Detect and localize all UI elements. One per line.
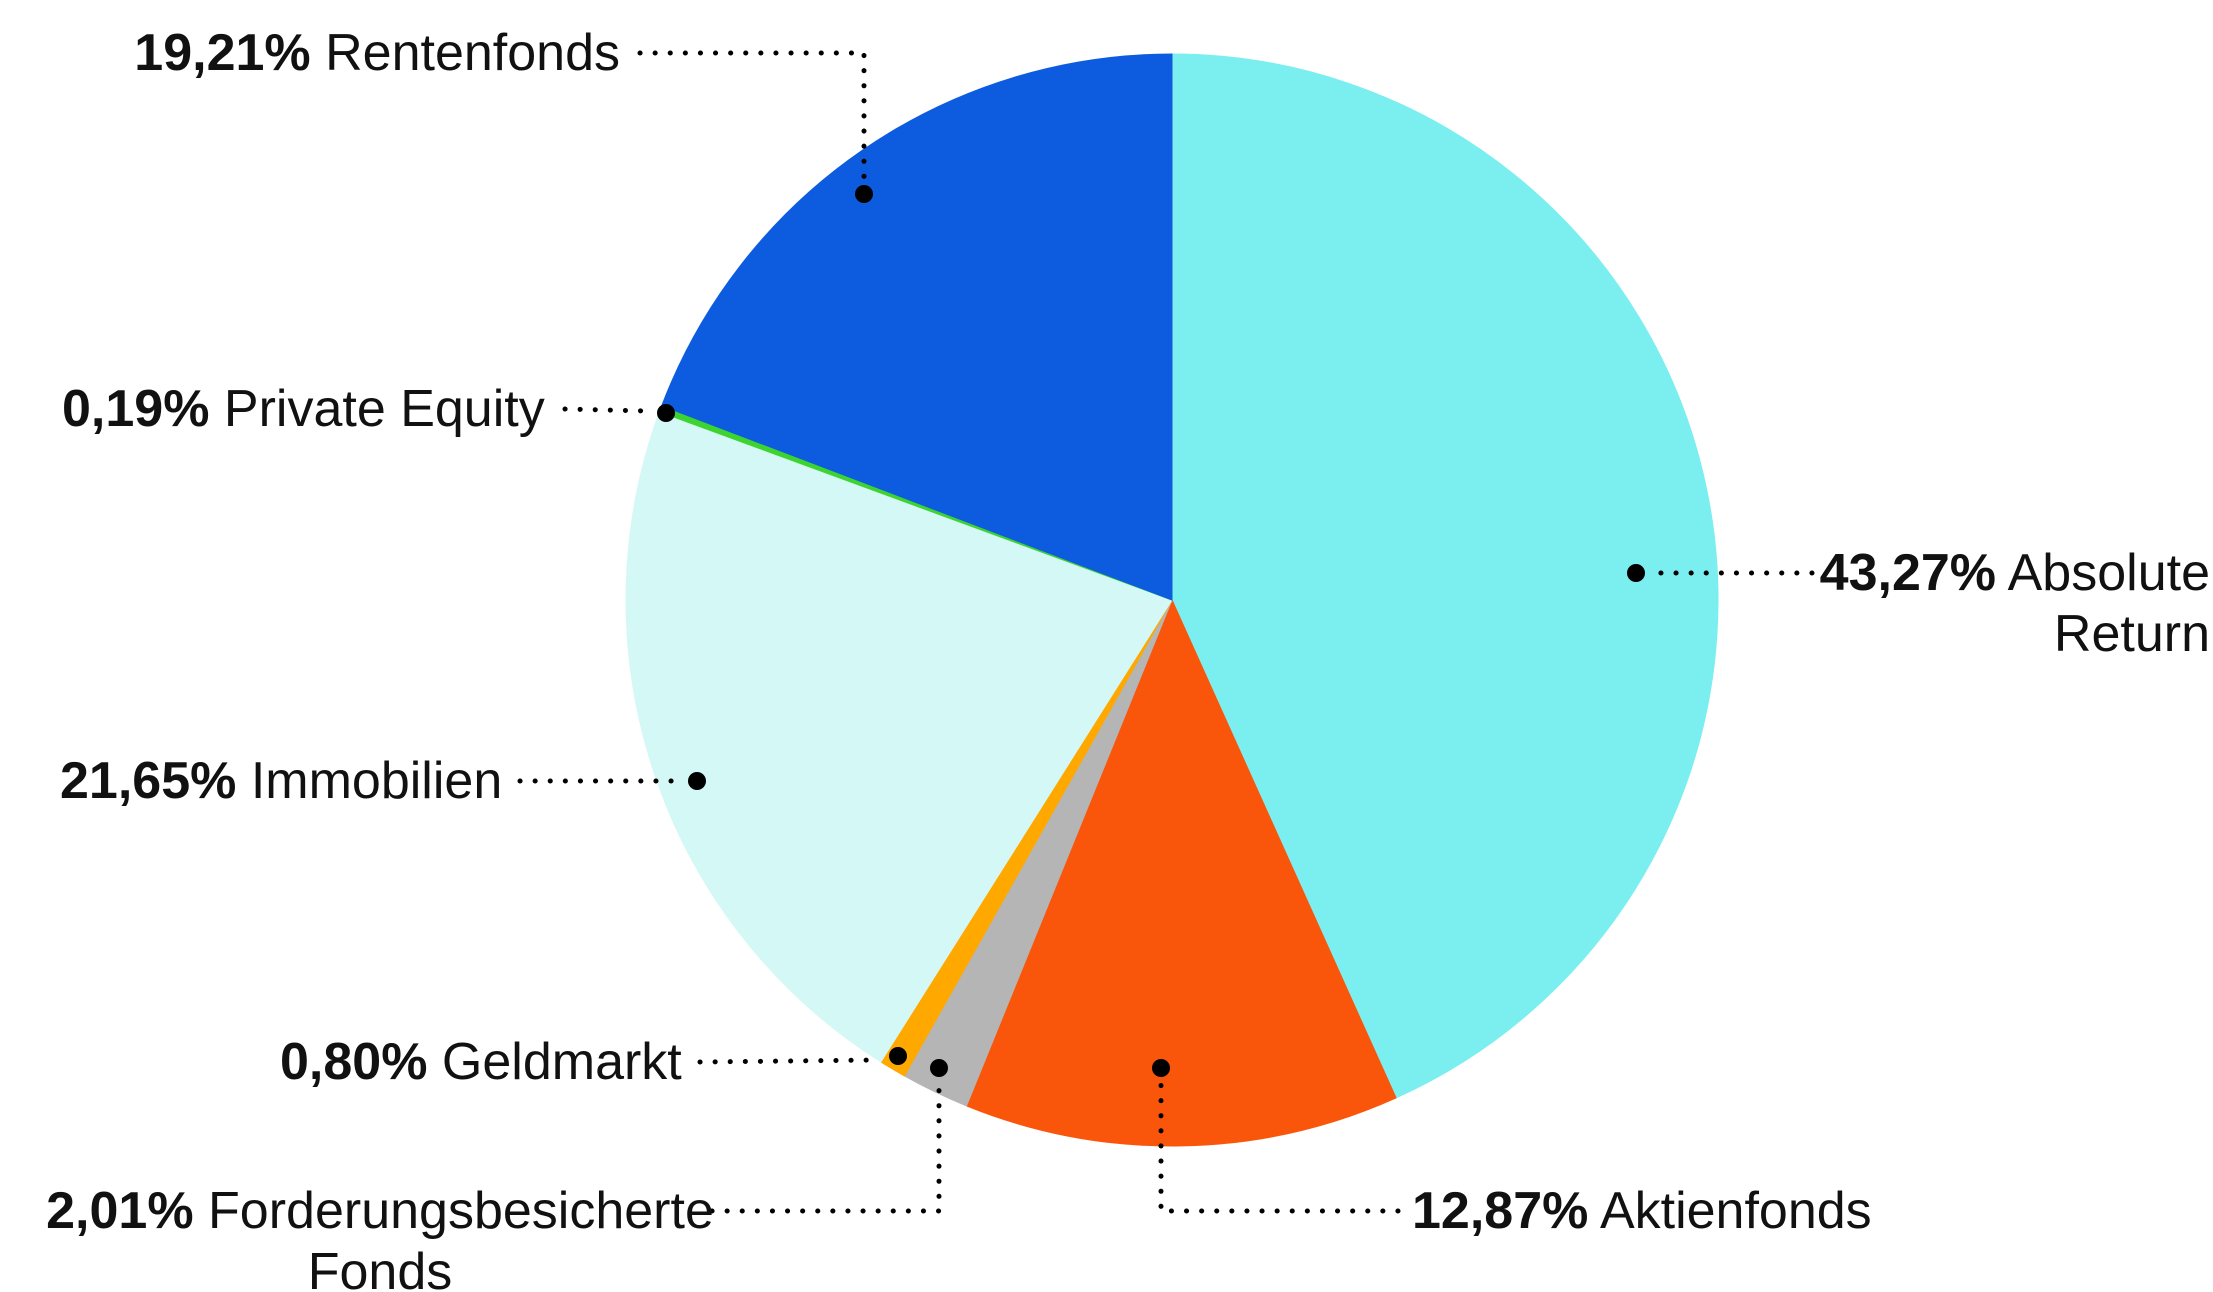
slice-percent-absolute-return: 43,27% bbox=[1819, 544, 1997, 602]
anchor-dot-immobilien bbox=[688, 772, 706, 790]
anchor-dot-absolute-return bbox=[1627, 564, 1645, 582]
leader-line-private-equity bbox=[562, 406, 651, 414]
slice-name-aktienfonds: Aktienfonds bbox=[1599, 1182, 1872, 1240]
slice-label-aktienfonds: 12,87% Aktienfonds bbox=[1412, 1181, 1872, 1242]
slice-label-absolute-return: 43,27% Absolute Return bbox=[1790, 543, 2210, 665]
slice-percent-rentenfonds: 19,21% bbox=[134, 24, 311, 82]
anchor-dot-aktienfonds bbox=[1152, 1059, 1170, 1077]
anchor-dot-forderungsbesicherte-fonds bbox=[930, 1059, 948, 1077]
pie-slice-aktienfonds bbox=[965, 598, 1397, 1147]
slice-percent-private-equity: 0,19% bbox=[62, 380, 210, 438]
anchor-dot-private-equity bbox=[657, 404, 675, 422]
anchor-dot-rentenfonds bbox=[855, 185, 873, 203]
anchor-dot-geldmarkt bbox=[889, 1047, 907, 1065]
slice-percent-aktienfonds: 12,87% bbox=[1412, 1182, 1589, 1240]
leader-line-rentenfonds bbox=[637, 50, 867, 183]
leader-line-geldmarkt bbox=[697, 1057, 881, 1065]
slice-label-geldmarkt: 0,80% Geldmarkt bbox=[280, 1032, 682, 1093]
slice-name-forderungsbesicherte-fonds: Forderungsbesicherte Fonds bbox=[208, 1182, 714, 1292]
slice-name-geldmarkt: Geldmarkt bbox=[441, 1033, 682, 1091]
slice-percent-geldmarkt: 0,80% bbox=[280, 1033, 428, 1091]
slice-name-absolute-return: Absolute Return bbox=[2007, 544, 2210, 663]
pie-slice-immobilien bbox=[625, 411, 1173, 1063]
pie-slice-rentenfonds bbox=[661, 53, 1173, 601]
slice-percent-immobilien: 21,65% bbox=[60, 752, 237, 810]
leader-line-forderungsbesicherte-fonds bbox=[709, 1079, 942, 1214]
slice-label-forderungsbesicherte-fonds: 2,01% Forderungsbesicherte Fonds bbox=[30, 1181, 730, 1292]
slice-name-immobilien: Immobilien bbox=[250, 752, 503, 810]
slice-percent-forderungsbesicherte-fonds: 2,01% bbox=[46, 1182, 194, 1240]
pie-slice-absolute-return bbox=[1171, 53, 1719, 1099]
slice-name-rentenfonds: Rentenfonds bbox=[325, 24, 620, 82]
slice-name-private-equity: Private Equity bbox=[223, 380, 545, 438]
slice-label-immobilien: 21,65% Immobilien bbox=[60, 751, 502, 812]
slice-label-rentenfonds: 19,21% Rentenfonds bbox=[0, 23, 620, 84]
slice-label-private-equity: 0,19% Private Equity bbox=[62, 379, 545, 440]
